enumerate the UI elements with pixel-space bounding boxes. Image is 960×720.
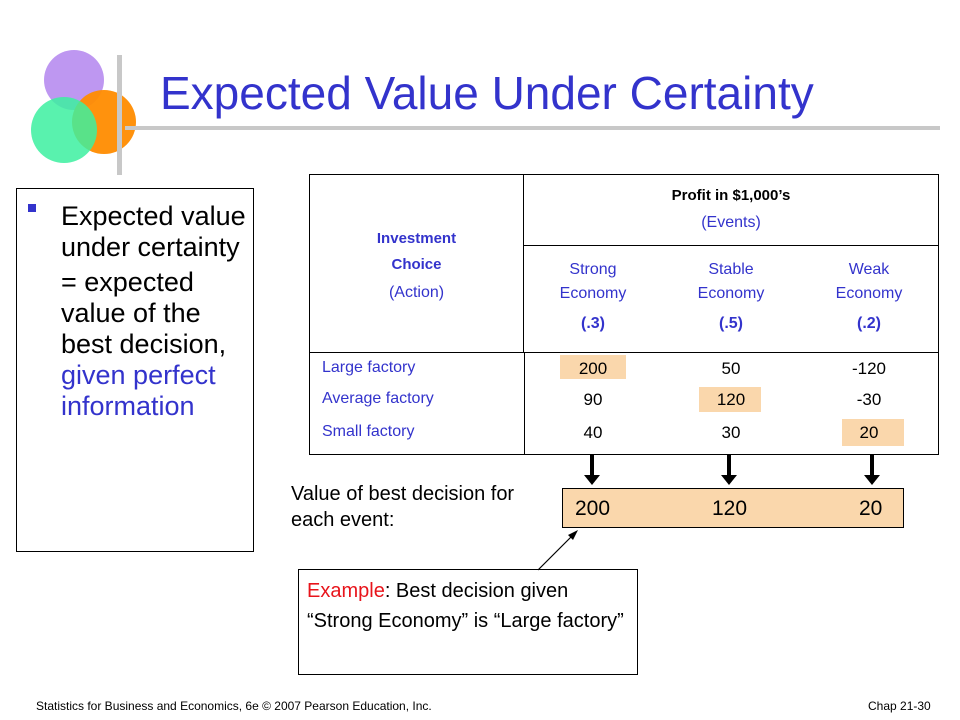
slide-title: Expected Value Under Certainty — [160, 67, 814, 119]
payoff-cell: -120 — [851, 359, 887, 378]
profit-header: Profit in $1,000’s (Events) — [524, 175, 938, 246]
best-value: 120 — [712, 497, 748, 520]
event-name: Weak Economy — [835, 261, 903, 302]
bullet-line-2-prefix: = expected value of the best decision, — [61, 267, 227, 359]
down-arrow-icon — [721, 455, 737, 485]
square-bullet-icon — [28, 204, 36, 212]
event-prob: (.2) — [857, 315, 881, 332]
title-underline-rule — [125, 126, 940, 130]
pointer-arrow-icon — [537, 530, 578, 571]
payoff-cell: 40 — [583, 423, 603, 442]
down-arrow-icon — [864, 455, 880, 485]
colored-circles-logo — [31, 50, 136, 163]
action-column-divider — [524, 352, 525, 454]
best-value: 200 — [575, 497, 611, 520]
investment-choice-header: Investment Choice (Action) — [310, 175, 524, 352]
bullet-text: Expected value under certainty = expecte… — [61, 201, 251, 422]
event-header-strong: Strong Economy (.3) — [524, 246, 662, 352]
payoff-cell: 200 — [578, 359, 608, 378]
action-label: (Action) — [388, 283, 445, 301]
title-vertical-rule — [117, 55, 122, 175]
highlight-average-stable — [699, 387, 761, 412]
bullet-line-2: = expected value of the best decision, g… — [61, 267, 251, 422]
best-decision-box: 200 120 20 — [562, 488, 904, 528]
action-name: Small factory — [322, 423, 415, 440]
payoff-cell: 20 — [859, 423, 879, 442]
payoff-cell: -30 — [856, 390, 882, 409]
payoff-table: Investment Choice (Action) Profit in $1,… — [309, 174, 939, 455]
example-body: : Best decision given “Strong Economy” i… — [307, 580, 624, 632]
payoff-cell: 120 — [716, 390, 746, 409]
footer-page-number: Chap 21-30 — [868, 699, 931, 713]
events-label: (Events) — [701, 214, 761, 231]
best-value: 20 — [859, 497, 883, 520]
table-divider — [310, 352, 938, 353]
table-row: Average factory 90 120 -30 — [310, 386, 938, 416]
bullet-line-1: Expected value under certainty — [61, 201, 246, 262]
down-arrow-icon — [584, 455, 600, 485]
payoff-cell: 30 — [721, 423, 741, 442]
profit-label: Profit in $1,000’s — [671, 187, 791, 204]
event-name: Stable Economy — [697, 261, 765, 302]
event-prob: (.5) — [719, 315, 743, 332]
event-header-weak: Weak Economy (.2) — [800, 246, 938, 352]
highlight-small-weak — [842, 419, 904, 446]
event-prob: (.3) — [581, 315, 605, 332]
event-name: Strong Economy — [559, 261, 627, 302]
highlight-large-strong — [560, 355, 626, 379]
example-prefix: Example — [307, 580, 385, 602]
example-callout: Example: Best decision given “Strong Eco… — [298, 569, 638, 675]
example-text: Example: Best decision given “Strong Eco… — [307, 576, 633, 636]
bullet-line-2-highlight: given perfect information — [61, 360, 216, 421]
payoff-cell: 90 — [583, 390, 603, 409]
footer-copyright: Statistics for Business and Economics, 6… — [36, 699, 432, 713]
table-row: Large factory 200 50 -120 — [310, 355, 938, 385]
table-row: Small factory 40 30 20 — [310, 419, 938, 449]
action-name: Large factory — [322, 359, 416, 376]
investment-choice-label: Investment Choice — [376, 229, 457, 273]
payoff-cell: 50 — [721, 359, 741, 378]
bullet-box: Expected value under certainty = expecte… — [16, 188, 254, 552]
event-header-stable: Stable Economy (.5) — [662, 246, 800, 352]
action-name: Average factory — [322, 390, 434, 407]
best-decision-label: Value of best decision for each event: — [291, 483, 515, 531]
